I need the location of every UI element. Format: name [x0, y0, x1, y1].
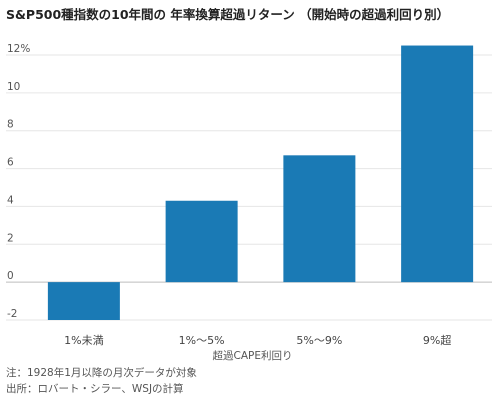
x-category-labels: 1%未満 1%～5% 5%～9% 9%超 — [64, 333, 451, 347]
chart-title: S&P500種指数の10年間の 年率換算超過リターン （開始時の超過利回り別） — [6, 7, 450, 22]
y-tick-label: 6 — [7, 157, 14, 169]
y-tick-label: 2 — [7, 232, 14, 244]
y-tick-label: 8 — [7, 119, 14, 131]
y-tick-label: -2 — [7, 308, 17, 320]
footnote: 注：1928年1月以降の月次データが対象 — [6, 367, 197, 379]
y-tick-label: 10 — [7, 81, 20, 93]
x-axis-title: 超過CAPE利回り — [213, 349, 293, 362]
y-tick-label: 4 — [7, 194, 14, 206]
y-tick-labels: -2 0 2 4 6 8 10 12% — [7, 43, 30, 320]
x-category-label: 1%未満 — [64, 334, 103, 347]
bar — [401, 45, 474, 283]
bars — [47, 45, 474, 320]
y-tick-label: 12% — [7, 43, 30, 55]
bar — [47, 282, 120, 320]
x-category-label: 1%～5% — [179, 334, 225, 347]
footnotes: 注：1928年1月以降の月次データが対象 出所：ロバート・シラー、WSJの計算 — [6, 365, 197, 397]
x-category-label: 5%～9% — [296, 334, 342, 347]
bar-chart: -2 0 2 4 6 8 10 12% 1%未満 1%～5% 5%～9% 9%超 超過CAPE利回り — [6, 43, 492, 362]
y-tick-label: 0 — [7, 270, 14, 282]
bar — [283, 155, 356, 283]
source-note: 出所：ロバート・シラー、WSJの計算 — [6, 383, 184, 395]
x-category-label: 9%超 — [423, 333, 451, 347]
bar — [165, 200, 238, 283]
